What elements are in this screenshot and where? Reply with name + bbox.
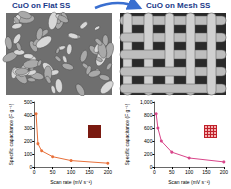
svg-text:300: 300 — [24, 125, 33, 131]
svg-text:100: 100 — [24, 151, 33, 157]
svg-text:800: 800 — [144, 112, 153, 118]
svg-text:500: 500 — [24, 99, 33, 105]
svg-text:200: 200 — [220, 169, 229, 175]
svg-text:200: 200 — [24, 138, 33, 144]
svg-text:200: 200 — [104, 169, 113, 175]
svg-text:400: 400 — [144, 138, 153, 144]
html-text:CuO on Flat SS: CuO on Flat SS — [12, 1, 71, 10]
svg-text:Specific capacitance (F g⁻¹): Specific capacitance (F g⁻¹) — [8, 103, 14, 165]
svg-text:150: 150 — [202, 169, 211, 175]
svg-text:50: 50 — [50, 169, 56, 175]
svg-text:400: 400 — [24, 112, 33, 118]
svg-text:100: 100 — [67, 169, 76, 175]
svg-text:600: 600 — [144, 125, 153, 131]
svg-text:Specific capacitance (F g⁻¹): Specific capacitance (F g⁻¹) — [124, 103, 130, 165]
svg-text:0: 0 — [153, 169, 156, 175]
svg-text:1,000: 1,000 — [140, 99, 153, 105]
svg-text:0: 0 — [33, 169, 36, 175]
svg-text:150: 150 — [85, 169, 94, 175]
svg-text:Scan rate (mV s⁻¹): Scan rate (mV s⁻¹) — [50, 179, 92, 185]
svg-text:0: 0 — [29, 164, 33, 171]
svg-text:100: 100 — [185, 169, 194, 175]
svg-text:200: 200 — [144, 151, 153, 157]
svg-text:50: 50 — [169, 169, 175, 175]
svg-text:0: 0 — [149, 164, 153, 171]
svg-text:Scan rate (mV s⁻¹): Scan rate (mV s⁻¹) — [168, 179, 210, 185]
html-text:CuO on Mesh SS: CuO on Mesh SS — [146, 1, 211, 10]
